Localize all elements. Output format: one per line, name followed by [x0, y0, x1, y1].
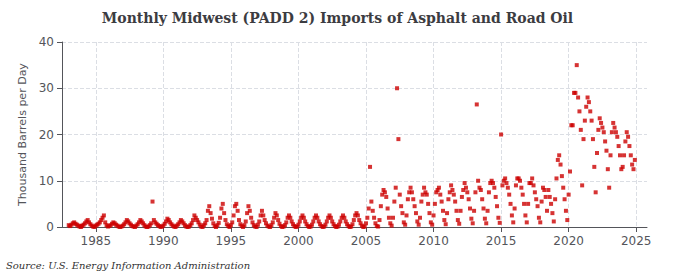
svg-text:1985: 1985 — [81, 234, 112, 248]
svg-text:Thousand Barrels per Day: Thousand Barrels per Day — [16, 63, 29, 207]
svg-text:30: 30 — [39, 81, 54, 95]
svg-text:Monthly Midwest (PADD 2) Impor: Monthly Midwest (PADD 2) Imports of Asph… — [102, 10, 573, 26]
svg-text:2005: 2005 — [351, 234, 382, 248]
svg-text:2000: 2000 — [283, 234, 314, 248]
svg-text:20: 20 — [39, 128, 54, 142]
svg-text:2015: 2015 — [486, 234, 517, 248]
svg-text:2025: 2025 — [621, 234, 652, 248]
svg-text:1990: 1990 — [148, 234, 179, 248]
svg-text:2020: 2020 — [553, 234, 584, 248]
svg-text:2010: 2010 — [418, 234, 449, 248]
svg-text:Source: U.S. Energy Informatio: Source: U.S. Energy Information Administ… — [6, 260, 250, 271]
svg-text:40: 40 — [39, 35, 54, 49]
svg-text:10: 10 — [39, 174, 54, 188]
svg-text:0: 0 — [46, 220, 54, 234]
svg-text:1995: 1995 — [216, 234, 247, 248]
